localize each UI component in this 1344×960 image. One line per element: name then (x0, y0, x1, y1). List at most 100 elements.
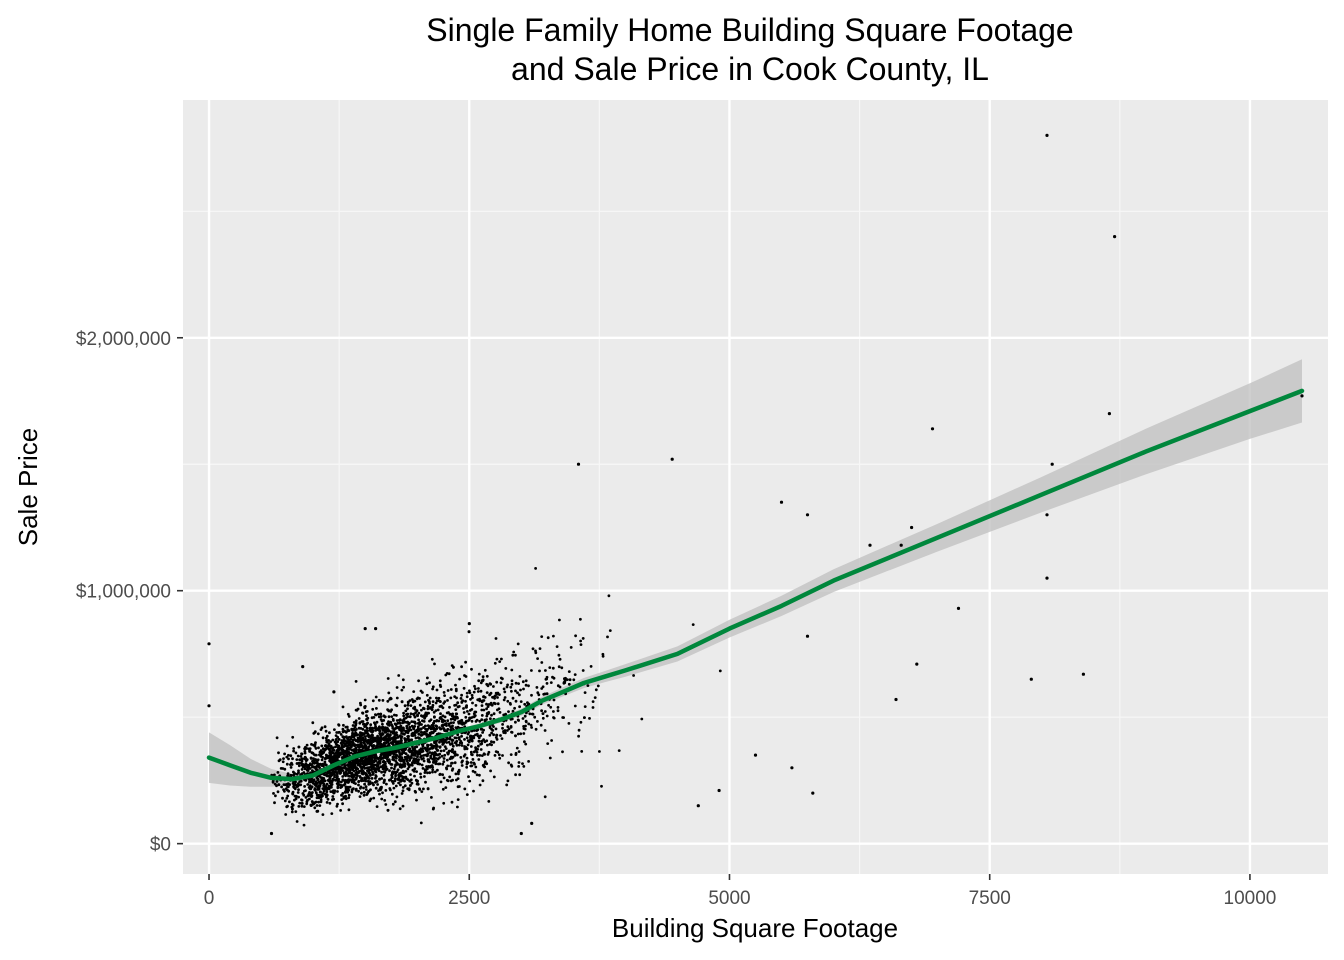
data-point (442, 776, 446, 780)
data-point (446, 752, 450, 756)
data-point (342, 783, 346, 787)
data-point (389, 720, 393, 724)
data-point (418, 723, 422, 726)
data-point (402, 711, 405, 715)
data-point (372, 737, 376, 741)
data-point (354, 771, 358, 775)
data-point (367, 757, 371, 760)
data-point (510, 689, 513, 693)
data-point (490, 713, 493, 717)
data-point (323, 762, 327, 766)
data-point (286, 785, 289, 788)
data-point (460, 665, 463, 669)
data-point (474, 765, 478, 769)
data-point (441, 762, 445, 766)
data-point (434, 701, 438, 705)
data-point (503, 696, 507, 699)
data-point (464, 675, 468, 678)
data-point (472, 690, 476, 694)
data-point (535, 686, 539, 689)
data-point (493, 696, 496, 700)
data-point (359, 703, 363, 707)
data-point (340, 766, 344, 769)
data-point (462, 711, 466, 714)
data-point (548, 756, 552, 760)
data-point (454, 716, 458, 720)
data-point (403, 748, 407, 751)
data-point (403, 784, 407, 788)
data-point (401, 789, 405, 793)
data-point (310, 743, 313, 746)
data-point (304, 779, 308, 782)
data-point (465, 691, 469, 695)
data-point (501, 754, 504, 757)
data-point (464, 715, 468, 719)
data-point (469, 764, 473, 768)
data-point (281, 760, 285, 764)
data-point (207, 704, 211, 708)
data-point (333, 728, 336, 731)
data-point (479, 681, 483, 685)
data-point (431, 700, 435, 703)
data-point (380, 732, 384, 735)
data-point (408, 725, 412, 729)
data-point (387, 691, 391, 695)
data-point (479, 748, 483, 751)
data-point (321, 792, 325, 795)
data-point (450, 739, 454, 742)
data-point (500, 657, 503, 661)
data-point (340, 798, 344, 801)
data-point (441, 787, 445, 791)
data-point (327, 742, 331, 745)
data-point (303, 750, 307, 753)
data-point (305, 743, 309, 747)
data-point (364, 777, 367, 781)
data-point (317, 762, 320, 766)
data-point (505, 783, 509, 787)
data-point (442, 801, 446, 805)
data-point (326, 747, 330, 750)
data-point (868, 543, 872, 547)
data-point (395, 754, 399, 757)
data-point (485, 702, 488, 706)
data-point (431, 751, 434, 755)
data-point (482, 763, 485, 767)
data-point (351, 787, 355, 791)
data-point (367, 768, 371, 772)
data-point (277, 759, 281, 763)
data-point (430, 731, 433, 734)
data-point (327, 778, 331, 782)
data-point (312, 779, 315, 783)
data-point (450, 800, 454, 804)
data-point (339, 809, 342, 812)
data-point (510, 682, 514, 686)
data-point (301, 665, 305, 669)
data-point (404, 709, 408, 713)
x-tick-label: 0 (204, 888, 215, 909)
data-point (313, 806, 317, 810)
data-point (421, 715, 424, 718)
data-point (402, 727, 405, 730)
data-point (489, 717, 492, 721)
data-point (332, 690, 336, 694)
data-point (499, 681, 503, 685)
data-point (510, 668, 514, 672)
chart-title-line-1: Single Family Home Building Square Foota… (426, 12, 1073, 48)
data-point (305, 758, 309, 761)
data-point (322, 772, 326, 776)
data-point (442, 702, 446, 705)
data-point (416, 725, 420, 729)
y-tick-label: $0 (150, 835, 171, 856)
data-point (449, 688, 453, 691)
data-point (288, 800, 291, 804)
data-point (468, 691, 472, 695)
data-point (414, 759, 417, 763)
data-point (448, 775, 452, 779)
data-point (473, 729, 476, 732)
data-point (381, 722, 384, 726)
data-point (311, 769, 314, 772)
data-point (552, 634, 555, 638)
data-point (438, 752, 442, 756)
data-point (350, 743, 353, 747)
data-point (360, 772, 364, 775)
